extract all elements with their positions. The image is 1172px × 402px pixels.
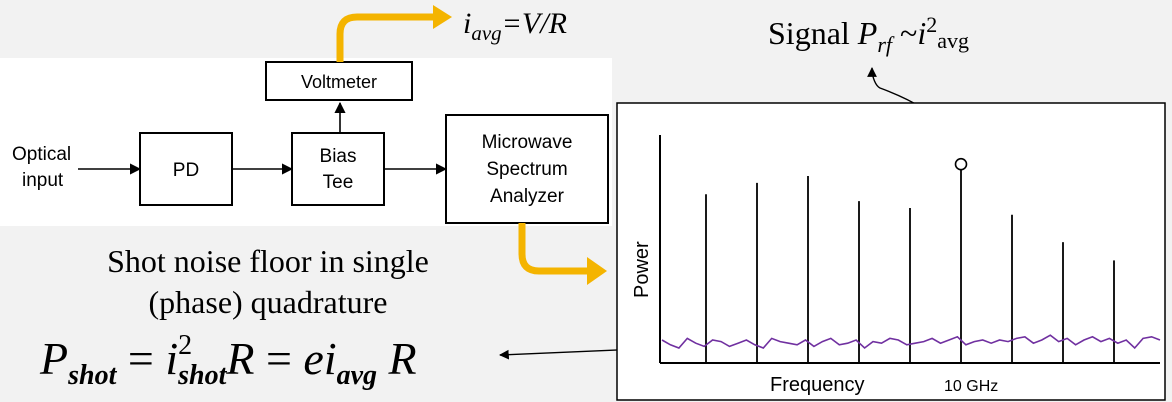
iavg-rest: =V/R [502,7,567,40]
optical-input-label-2: input [22,170,64,191]
bias-tee-label-2: Tee [323,172,354,193]
x-tick-label-10ghz: 10 GHz [944,378,998,395]
signal-p-sub: rf [877,32,895,57]
x-axis-label: Frequency [770,374,865,396]
voltmeter-label: Voltmeter [301,72,377,92]
spectrum-panel [616,102,1166,401]
noise-floor-trace [661,334,1161,350]
shot-e: e [303,333,323,384]
shot-noise-caption-2: (phase) quadrature [149,284,388,320]
analyzer-output-arrowhead [587,257,607,285]
shot-r2: R [377,333,417,384]
signal-tilde: ~ [892,15,917,51]
signal-marker [954,157,968,171]
analyzer-label-3: Analyzer [490,186,565,207]
optical-input-label-1: Optical [12,144,71,165]
shot-p-sub: shot [67,360,117,391]
analyzer-box [445,114,609,224]
signal-i-sup: 2 [926,12,937,37]
iavg-i: i [463,7,471,40]
shot-i-sub: shot [177,360,227,391]
voltmeter-box [265,61,413,101]
signal-i: i [917,15,926,51]
shot-eq2: = [254,333,303,384]
signal-p: P [857,15,878,51]
shot-eq1: = [116,333,165,384]
iavg-equation: iavg=V/R [463,7,567,45]
pd-label: PD [173,160,199,181]
shot-i2-sub: avg [337,360,377,391]
spectral-lines [705,169,1115,363]
shot-noise-caption-1: Shot noise floor in single [107,243,429,279]
shot-i2: i [324,333,337,384]
bias-tee-label-1: Bias [320,146,357,167]
signal-i-sub: avg [937,28,969,53]
pd-box [139,132,233,206]
analyzer-output-arrow [518,223,590,275]
shot-r1: R [225,333,254,384]
analyzer-label-2: Spectrum [486,159,567,180]
shot-i-sup: 2 [178,330,192,361]
shot-noise-equation: Pshot = i2 shotR = eiavg R [39,330,417,391]
analyzer-label-1: Microwave [482,132,573,153]
signal-word: Signal [768,15,858,51]
shot-p: P [39,333,68,384]
iavg-sub: avg [471,21,501,45]
y-axis-label: Power [631,241,653,298]
voltmeter-output-arrow [336,13,436,62]
voltmeter-output-arrowhead [433,5,452,29]
bias-tee-box [291,132,385,206]
shot-i: i [165,333,178,384]
signal-equation: Signal Prf ~i2avg [768,12,969,57]
